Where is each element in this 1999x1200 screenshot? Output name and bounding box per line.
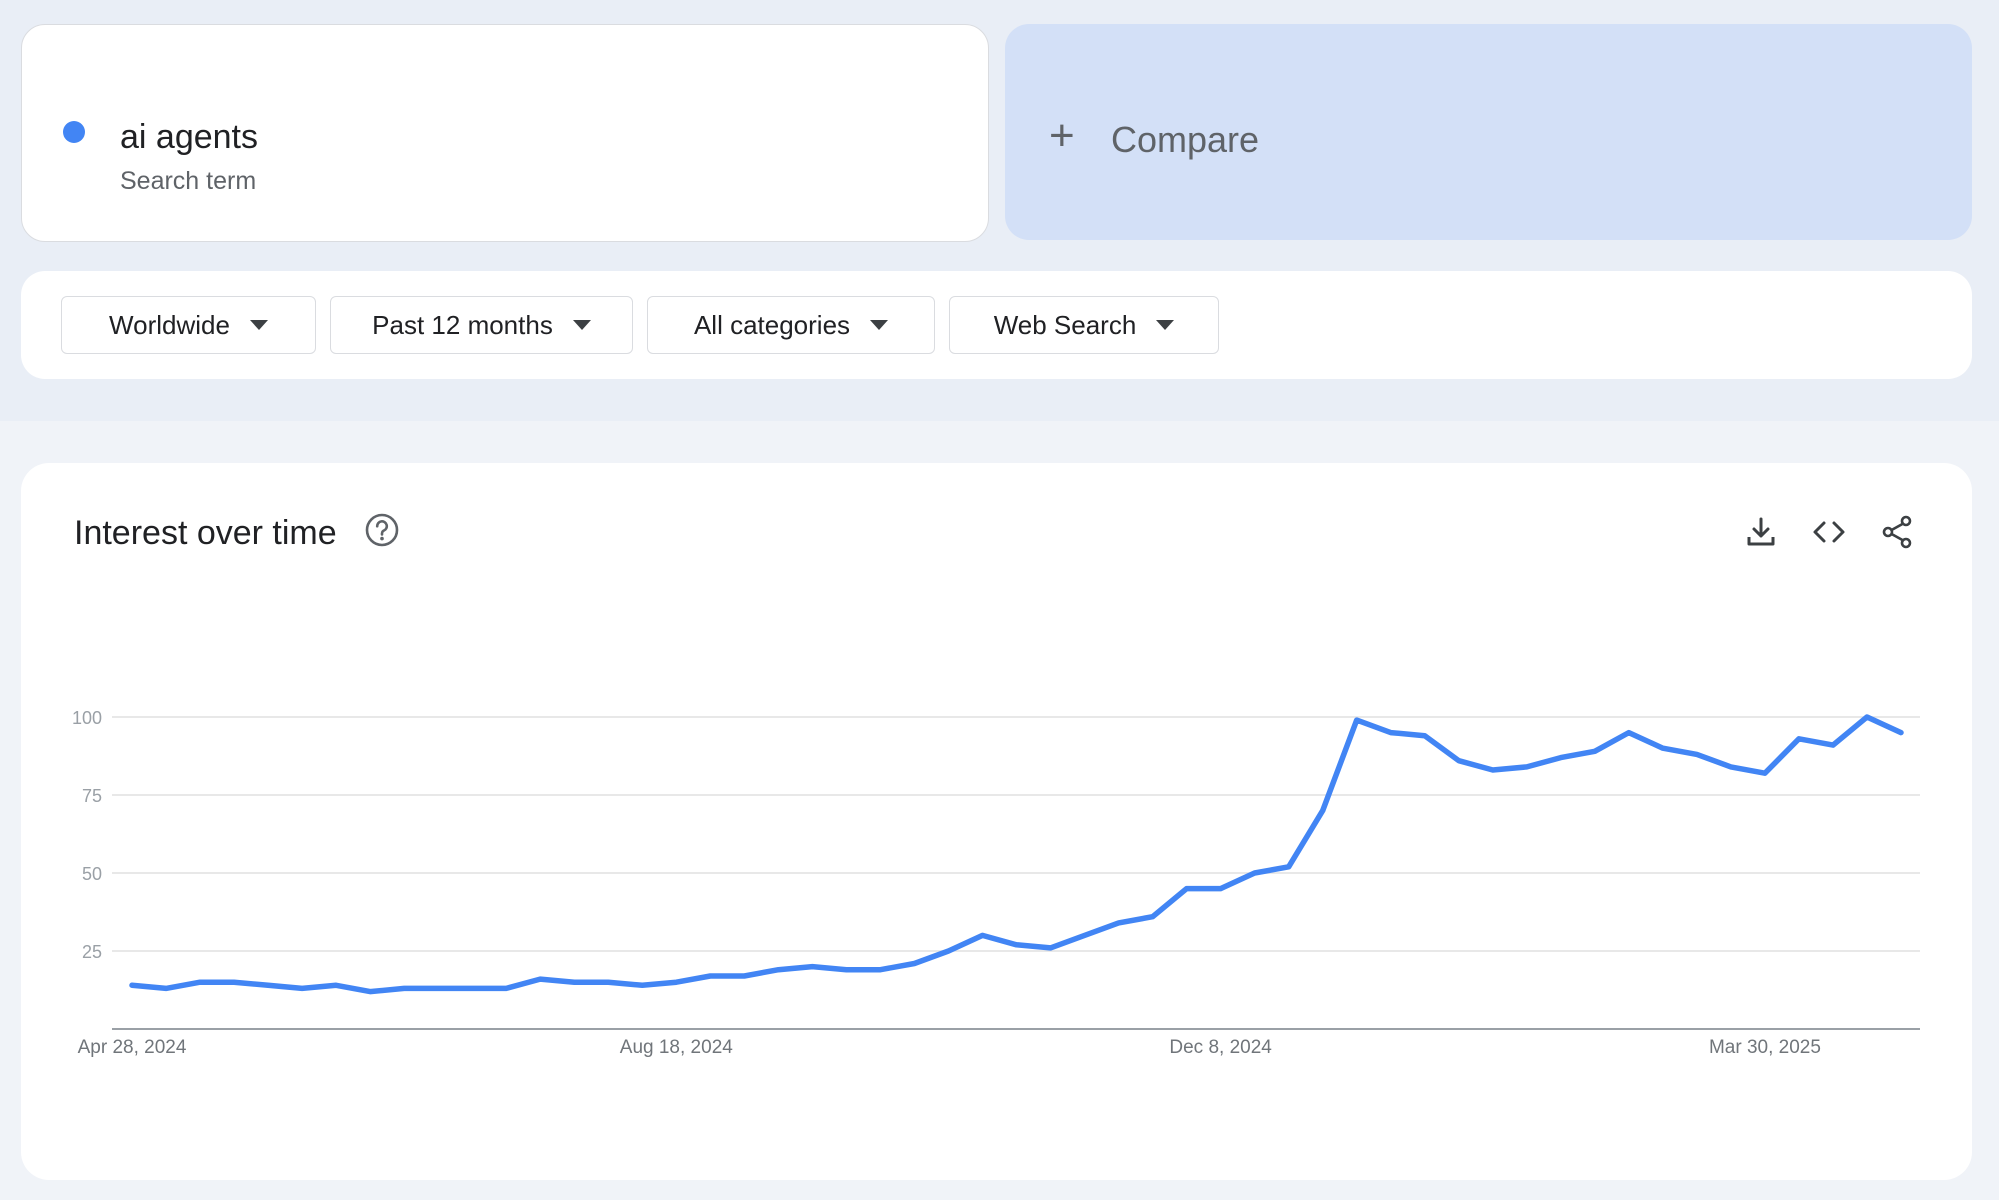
data-point xyxy=(844,968,848,972)
data-point xyxy=(1797,737,1801,741)
data-point xyxy=(1389,731,1393,735)
data-point xyxy=(1865,715,1869,719)
data-point xyxy=(1695,752,1699,756)
x-tick-label: Apr 28, 2024 xyxy=(78,1037,187,1058)
y-tick-label: 75 xyxy=(82,786,102,806)
data-point xyxy=(1049,946,1053,950)
data-point xyxy=(1763,771,1767,775)
interest-line-chart: 25 50 75 100 Apr 28, 2024 Aug 18, 2024 Dec 8, … xyxy=(72,708,1920,1058)
data-point xyxy=(1559,756,1563,760)
data-point xyxy=(164,986,168,990)
y-tick-label: 25 xyxy=(82,942,102,962)
compare-button[interactable]: + Compare xyxy=(1005,24,1972,240)
data-point xyxy=(1491,768,1495,772)
chart-section-title: Interest over time xyxy=(74,514,337,552)
data-point xyxy=(1321,809,1325,813)
data-point xyxy=(1287,865,1291,869)
filter-bar: Worldwide Past 12 months All categories … xyxy=(21,271,1972,379)
data-point xyxy=(947,949,951,953)
data-point xyxy=(810,965,814,969)
x-tick-label: Aug 18, 2024 xyxy=(620,1037,733,1058)
data-point xyxy=(1355,718,1359,722)
data-point xyxy=(266,983,270,987)
location-filter-dropdown[interactable]: Worldwide xyxy=(61,296,316,354)
x-tick-label: Dec 8, 2024 xyxy=(1169,1037,1272,1058)
data-point xyxy=(1015,943,1019,947)
data-point xyxy=(776,968,780,972)
data-point xyxy=(300,986,304,990)
data-point xyxy=(708,974,712,978)
y-tick-label: 50 xyxy=(82,864,102,884)
time-range-filter-label: Past 12 months xyxy=(372,309,553,340)
data-point xyxy=(981,933,985,937)
data-point xyxy=(334,983,338,987)
data-point xyxy=(1457,759,1461,763)
caret-down-icon xyxy=(1156,320,1175,330)
category-filter-label: All categories xyxy=(693,309,851,340)
data-point xyxy=(470,986,474,990)
search-term-card[interactable]: ai agents Search term xyxy=(21,24,989,242)
help-icon[interactable] xyxy=(364,512,400,548)
data-point xyxy=(1083,933,1087,937)
data-point xyxy=(1185,887,1189,891)
search-term-name: ai agents xyxy=(120,118,258,156)
data-point xyxy=(436,986,440,990)
plus-icon: + xyxy=(1049,111,1075,160)
data-point xyxy=(402,986,406,990)
data-point xyxy=(538,977,542,981)
caret-down-icon xyxy=(249,320,268,330)
share-icon[interactable] xyxy=(1879,514,1915,550)
data-point xyxy=(1525,765,1529,769)
data-point xyxy=(674,980,678,984)
data-point xyxy=(878,968,882,972)
download-icon[interactable] xyxy=(1743,514,1779,550)
category-filter-dropdown[interactable]: All categories xyxy=(647,296,935,354)
search-term-type: Search term xyxy=(120,167,257,195)
x-tick-label: Mar 30, 2025 xyxy=(1709,1037,1821,1058)
series-line-ai-agents xyxy=(129,714,1904,995)
data-point xyxy=(504,986,508,990)
search-type-filter-label: Web Search xyxy=(993,309,1137,340)
data-point xyxy=(1593,749,1597,753)
data-point xyxy=(1151,915,1155,919)
caret-down-icon xyxy=(870,320,889,330)
data-point xyxy=(742,974,746,978)
data-point xyxy=(912,962,916,966)
data-point xyxy=(232,980,236,984)
data-point xyxy=(1253,871,1257,875)
interest-over-time-card: Interest over time 25 50 75 100 Apr 28, 2024… xyxy=(21,463,1972,1180)
embed-code-icon[interactable] xyxy=(1811,514,1847,550)
compare-label: Compare xyxy=(1111,119,1260,160)
data-point xyxy=(606,980,610,984)
data-point xyxy=(130,983,134,987)
data-point xyxy=(1899,731,1903,735)
location-filter-label: Worldwide xyxy=(109,309,230,340)
data-point xyxy=(572,980,576,984)
data-point xyxy=(198,980,202,984)
data-point xyxy=(1831,743,1835,747)
data-point xyxy=(1219,887,1223,891)
data-point xyxy=(1627,731,1631,735)
y-tick-label: 100 xyxy=(72,708,102,728)
data-point xyxy=(1729,765,1733,769)
data-point xyxy=(1661,746,1665,750)
data-point xyxy=(368,990,372,994)
caret-down-icon xyxy=(572,320,591,330)
data-point xyxy=(1423,734,1427,738)
search-type-filter-dropdown[interactable]: Web Search xyxy=(949,296,1219,354)
term-color-dot xyxy=(63,121,85,143)
time-range-filter-dropdown[interactable]: Past 12 months xyxy=(330,296,633,354)
data-point xyxy=(640,983,644,987)
data-point xyxy=(1117,921,1121,925)
